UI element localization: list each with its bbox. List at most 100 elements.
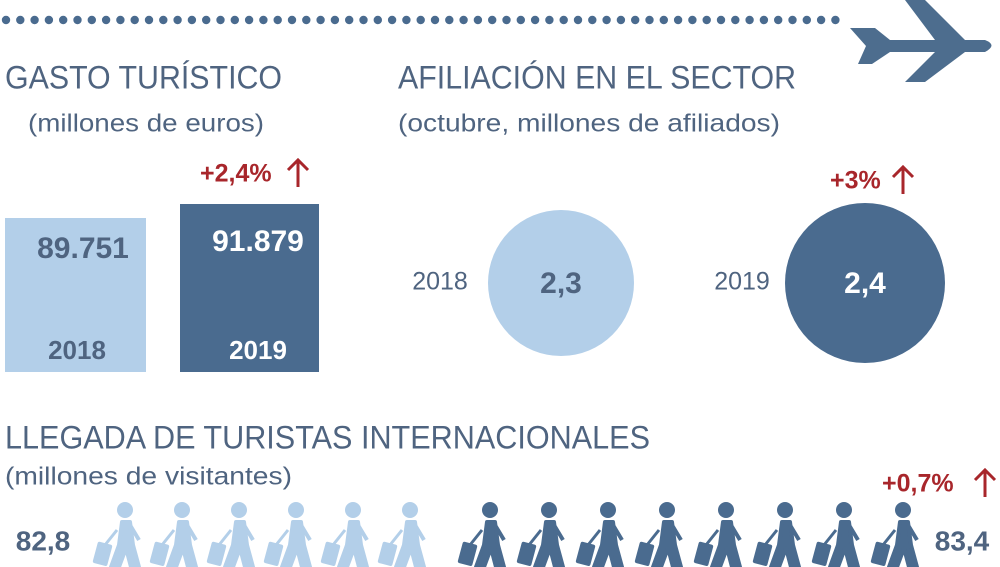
dot	[259, 15, 268, 25]
walker-handle	[822, 529, 838, 546]
change-label: +3%	[830, 167, 881, 195]
walker-body	[223, 520, 255, 567]
dot	[702, 15, 711, 25]
walker-handle	[331, 529, 347, 546]
dot	[116, 15, 125, 25]
value: 89.751	[37, 232, 129, 265]
up-arrow	[891, 164, 915, 194]
dot	[430, 15, 440, 25]
walker	[516, 502, 565, 567]
dot	[230, 15, 239, 25]
dot	[831, 15, 840, 25]
dot	[202, 15, 211, 25]
walker-handle	[586, 529, 602, 546]
dot	[488, 15, 497, 25]
dot	[816, 15, 826, 25]
walker	[811, 502, 860, 567]
dot	[87, 15, 97, 25]
walker-head	[288, 502, 304, 518]
dot	[416, 15, 425, 25]
walker-suitcase	[92, 541, 113, 566]
walker-body	[769, 520, 801, 567]
walker-suitcase	[457, 541, 478, 566]
dot	[273, 15, 282, 25]
walker-head	[541, 502, 557, 518]
dot	[59, 15, 68, 25]
circle-2019	[785, 203, 945, 363]
year: 2018	[412, 268, 468, 296]
year: 2019	[714, 268, 770, 296]
walker-body	[337, 520, 369, 567]
walker-head	[718, 502, 734, 518]
dot	[359, 15, 368, 25]
walker-suitcase	[634, 541, 655, 566]
walker	[377, 502, 426, 567]
walker-body	[828, 520, 860, 567]
walker	[752, 502, 801, 567]
dot	[673, 15, 683, 25]
walker-suitcase	[149, 541, 170, 566]
dot	[473, 15, 483, 25]
section-subtitle: (octubre, millones de afiliados)	[398, 110, 780, 138]
dot	[516, 15, 525, 25]
walker-body	[651, 520, 683, 567]
dot	[187, 15, 197, 25]
walker-head	[174, 502, 190, 518]
walker-head	[482, 502, 498, 518]
walker-handle	[274, 529, 290, 546]
dot	[402, 15, 411, 25]
dot	[345, 15, 354, 25]
dot	[530, 15, 540, 25]
dot	[774, 15, 783, 25]
walker-suitcase	[693, 541, 714, 566]
section-title: GASTO TURÍSTICO	[5, 59, 282, 95]
section-title: LLEGADA DE TURISTAS INTERNACIONALES	[5, 419, 650, 455]
dot	[73, 15, 82, 25]
dot	[287, 15, 297, 25]
walker-body	[109, 520, 141, 567]
walker-body	[474, 520, 506, 567]
walker-suitcase	[575, 541, 596, 566]
dot	[459, 15, 468, 25]
walker-suitcase	[377, 541, 398, 566]
dot	[631, 15, 640, 25]
dot	[144, 15, 154, 25]
dot	[16, 15, 25, 25]
dot	[101, 15, 111, 25]
year: 2019	[229, 335, 287, 365]
value: 2,3	[540, 267, 582, 300]
change-label: +0,7%	[882, 470, 954, 498]
walker-handle	[763, 529, 779, 546]
dot	[216, 15, 225, 25]
dot	[545, 15, 554, 25]
walker	[457, 502, 506, 567]
walker-suitcase	[870, 541, 891, 566]
dot	[573, 15, 583, 25]
dot	[316, 15, 325, 25]
walker-body	[280, 520, 312, 567]
walker-handle	[103, 529, 119, 546]
walker	[575, 502, 624, 567]
plane-icon	[850, 0, 992, 82]
walker	[92, 502, 141, 567]
walker-suitcase	[516, 541, 537, 566]
value: 91.879	[212, 225, 304, 258]
dot	[387, 15, 397, 25]
walker-handle	[468, 529, 484, 546]
section-subtitle: (millones de visitantes)	[5, 463, 292, 491]
walker-suitcase	[752, 541, 773, 566]
walker-body	[394, 520, 426, 567]
start-value: 82,8	[16, 525, 71, 556]
walker-body	[166, 520, 198, 567]
dot	[1, 15, 11, 25]
dot	[130, 15, 139, 25]
year: 2018	[48, 335, 106, 365]
walker-head	[117, 502, 133, 518]
dot	[445, 15, 454, 25]
up-arrow	[286, 157, 310, 187]
walker-suitcase	[811, 541, 832, 566]
walker-body	[887, 520, 919, 567]
dot	[502, 15, 511, 25]
dot	[173, 15, 182, 25]
